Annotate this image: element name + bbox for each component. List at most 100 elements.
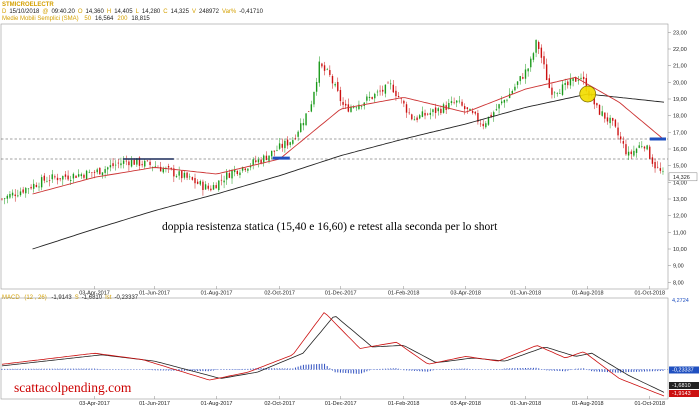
candle-body bbox=[48, 180, 51, 181]
candle-body bbox=[51, 174, 53, 180]
candle-body bbox=[514, 86, 516, 91]
x-tick-label: 01-Jun-2017 bbox=[139, 291, 170, 297]
candle-body bbox=[382, 89, 384, 92]
candle-body bbox=[91, 172, 93, 173]
candle-body bbox=[70, 180, 72, 181]
candle-body bbox=[469, 108, 471, 111]
candle-body bbox=[567, 81, 569, 86]
ohlc-value: -0,41710 bbox=[239, 9, 263, 15]
x-tick-label: 01-Dec-2017 bbox=[325, 401, 357, 407]
candle-body bbox=[448, 103, 450, 109]
candle-body bbox=[101, 172, 104, 176]
candle-body bbox=[358, 104, 360, 110]
candle-body bbox=[405, 104, 408, 113]
candle-body bbox=[413, 119, 416, 121]
ohlc-key: H bbox=[106, 9, 112, 15]
candle-body bbox=[516, 81, 519, 85]
ohlc-value: 09:40.20 bbox=[51, 9, 75, 15]
candle-body bbox=[104, 169, 106, 173]
candle-body bbox=[466, 107, 469, 110]
candle-body bbox=[458, 100, 461, 102]
candle-body bbox=[99, 167, 101, 175]
candle-body bbox=[114, 164, 117, 166]
candle-body bbox=[538, 42, 540, 49]
candle-body bbox=[75, 175, 77, 178]
x-tick-label: 01-Jun-2018 bbox=[510, 291, 541, 297]
candle-body bbox=[233, 169, 236, 173]
candle-body bbox=[622, 141, 625, 144]
candle-body bbox=[535, 40, 537, 53]
candle-body bbox=[11, 192, 14, 196]
candle-body bbox=[25, 187, 27, 194]
candle-body bbox=[477, 113, 479, 122]
candle-body bbox=[627, 151, 630, 156]
candle-body bbox=[416, 117, 418, 121]
y-tick-label: 9,00 bbox=[673, 264, 684, 270]
candle-body bbox=[440, 108, 442, 114]
candle-body bbox=[136, 158, 138, 165]
candle-body bbox=[532, 53, 535, 60]
candle-body bbox=[442, 104, 445, 113]
candle-body bbox=[54, 176, 56, 178]
candle-body bbox=[159, 166, 162, 172]
y-tick-label: 22,00 bbox=[673, 47, 687, 53]
x-tick-label: 01-Feb-2018 bbox=[388, 291, 420, 297]
ohlc-value: 248972 bbox=[198, 9, 220, 15]
candle-body bbox=[170, 167, 172, 170]
candle-body bbox=[273, 150, 276, 152]
candle-body bbox=[471, 110, 474, 113]
candle-body bbox=[146, 160, 149, 162]
candle-body bbox=[366, 96, 368, 101]
ohlc-key: Var% bbox=[222, 9, 237, 15]
y-tick-label: 15,00 bbox=[673, 164, 687, 170]
candle-body bbox=[33, 183, 35, 189]
candle-body bbox=[109, 165, 112, 168]
candle-body bbox=[395, 90, 397, 97]
x-tick-label: 01-Jun-2017 bbox=[139, 401, 170, 407]
ohlc-key: C bbox=[163, 9, 168, 15]
macd-histogram bbox=[1, 363, 664, 374]
price-panel-frame bbox=[0, 23, 669, 290]
sma50-line bbox=[32, 76, 665, 195]
candle-body bbox=[294, 138, 297, 139]
candle-body bbox=[223, 180, 225, 183]
candle-body bbox=[236, 170, 239, 175]
ohlc-key: V bbox=[191, 9, 196, 15]
x-tick-label: 03-Apr-2018 bbox=[450, 401, 481, 407]
candle-body bbox=[606, 117, 609, 122]
candle-body bbox=[569, 78, 572, 86]
candle-body bbox=[38, 186, 40, 188]
candle-body bbox=[437, 108, 439, 112]
candle-body bbox=[630, 151, 632, 155]
candle-body bbox=[284, 140, 286, 149]
candle-body bbox=[331, 76, 334, 84]
candle-body bbox=[112, 163, 114, 167]
candle-body bbox=[519, 76, 521, 82]
macd-label-box bbox=[669, 382, 699, 389]
macd-line bbox=[1, 312, 665, 397]
x-tick-label: 01-Aug-2017 bbox=[201, 291, 233, 297]
candle-body bbox=[40, 177, 43, 188]
candle-body bbox=[239, 172, 241, 176]
candle-body bbox=[162, 168, 164, 173]
candle-body bbox=[495, 109, 498, 111]
candle-body bbox=[27, 188, 30, 190]
candle-body bbox=[35, 185, 38, 187]
candle-body bbox=[522, 77, 524, 79]
candle-body bbox=[643, 146, 646, 149]
candle-body bbox=[270, 150, 273, 157]
candle-body bbox=[80, 174, 83, 177]
ohlc-value: 14,360 bbox=[85, 9, 104, 15]
candle-body bbox=[244, 168, 246, 171]
candle-body bbox=[67, 175, 69, 180]
candle-body bbox=[577, 80, 580, 81]
x-tick-label: 01-Feb-2018 bbox=[388, 401, 420, 407]
candle-body bbox=[19, 191, 22, 196]
y-tick-label: 19,00 bbox=[673, 97, 687, 103]
candle-body bbox=[387, 82, 389, 84]
candle-body bbox=[226, 172, 228, 180]
candle-body bbox=[625, 144, 627, 155]
candle-body bbox=[482, 123, 484, 127]
candle-body bbox=[424, 112, 426, 116]
candle-body bbox=[265, 155, 268, 160]
